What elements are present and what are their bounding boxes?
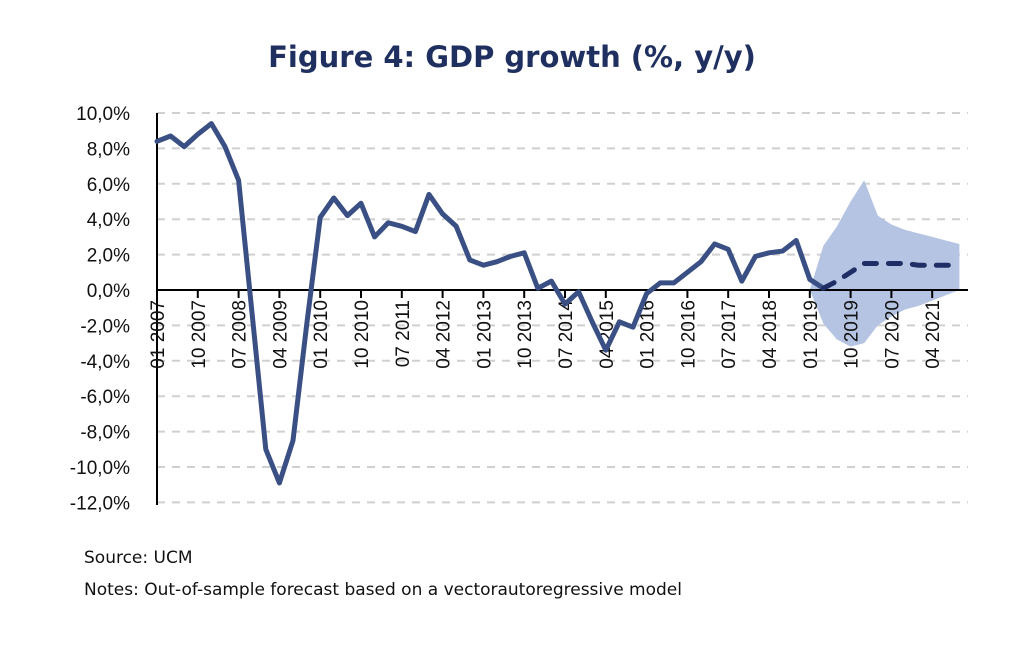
y-tick-label: 8,0% xyxy=(87,139,130,160)
x-tick-label: 10 2007 xyxy=(189,300,210,369)
y-tick-label: -12,0% xyxy=(70,493,130,514)
x-tick-label: 10 2019 xyxy=(842,300,863,369)
y-tick-label: -6,0% xyxy=(80,387,130,408)
y-tick-label: 4,0% xyxy=(87,210,130,231)
x-tick-label: 07 2020 xyxy=(882,300,903,369)
x-tick-label: 04 2021 xyxy=(923,300,944,369)
x-tick-label: 04 2009 xyxy=(270,300,291,369)
x-tick-label: 10 2016 xyxy=(678,300,699,369)
y-tick-label: 10,0% xyxy=(76,104,130,125)
chart-title: Figure 4: GDP growth (%, y/y) xyxy=(268,40,756,74)
gdp-growth-line xyxy=(154,121,826,486)
x-tick-label: 07 2011 xyxy=(393,300,414,367)
y-tick-label: 0,0% xyxy=(87,281,130,302)
y-tick-label: -8,0% xyxy=(80,423,130,444)
y-tick-label: -2,0% xyxy=(80,316,130,337)
y-tick-label: -4,0% xyxy=(80,352,130,373)
source-note: Source: UCM xyxy=(84,548,193,568)
notes-text: Notes: Out-of-sample forecast based on a… xyxy=(84,580,682,600)
y-tick-label: -10,0% xyxy=(70,458,130,479)
forecast-confidence-band xyxy=(809,180,960,347)
x-tick-label: 01 2019 xyxy=(801,300,822,369)
x-tick-label: 10 2010 xyxy=(352,300,373,369)
x-tick-label: 01 2016 xyxy=(638,300,659,369)
x-tick-label: 01 2007 xyxy=(148,300,169,369)
x-tick-label: 04 2015 xyxy=(597,300,618,369)
x-tick-label: 07 2008 xyxy=(230,300,251,369)
x-tick-label: 01 2013 xyxy=(474,300,495,369)
x-tick-label: 01 2010 xyxy=(311,300,332,369)
y-tick-label: 6,0% xyxy=(87,175,130,196)
x-tick-label: 07 2017 xyxy=(719,300,740,369)
gdp-growth-chart: 10,0% 8,0% 6,0% 4,0% 2,0% 0,0% -2,0% -4,0% -6,0%… xyxy=(70,104,968,514)
x-tick-label: 04 2012 xyxy=(434,300,455,369)
x-tick-label: 10 2013 xyxy=(515,300,536,369)
y-tick-label: 2,0% xyxy=(87,246,130,267)
x-tick-label: 07 2014 xyxy=(556,300,577,369)
x-tick-label: 04 2018 xyxy=(760,300,781,369)
